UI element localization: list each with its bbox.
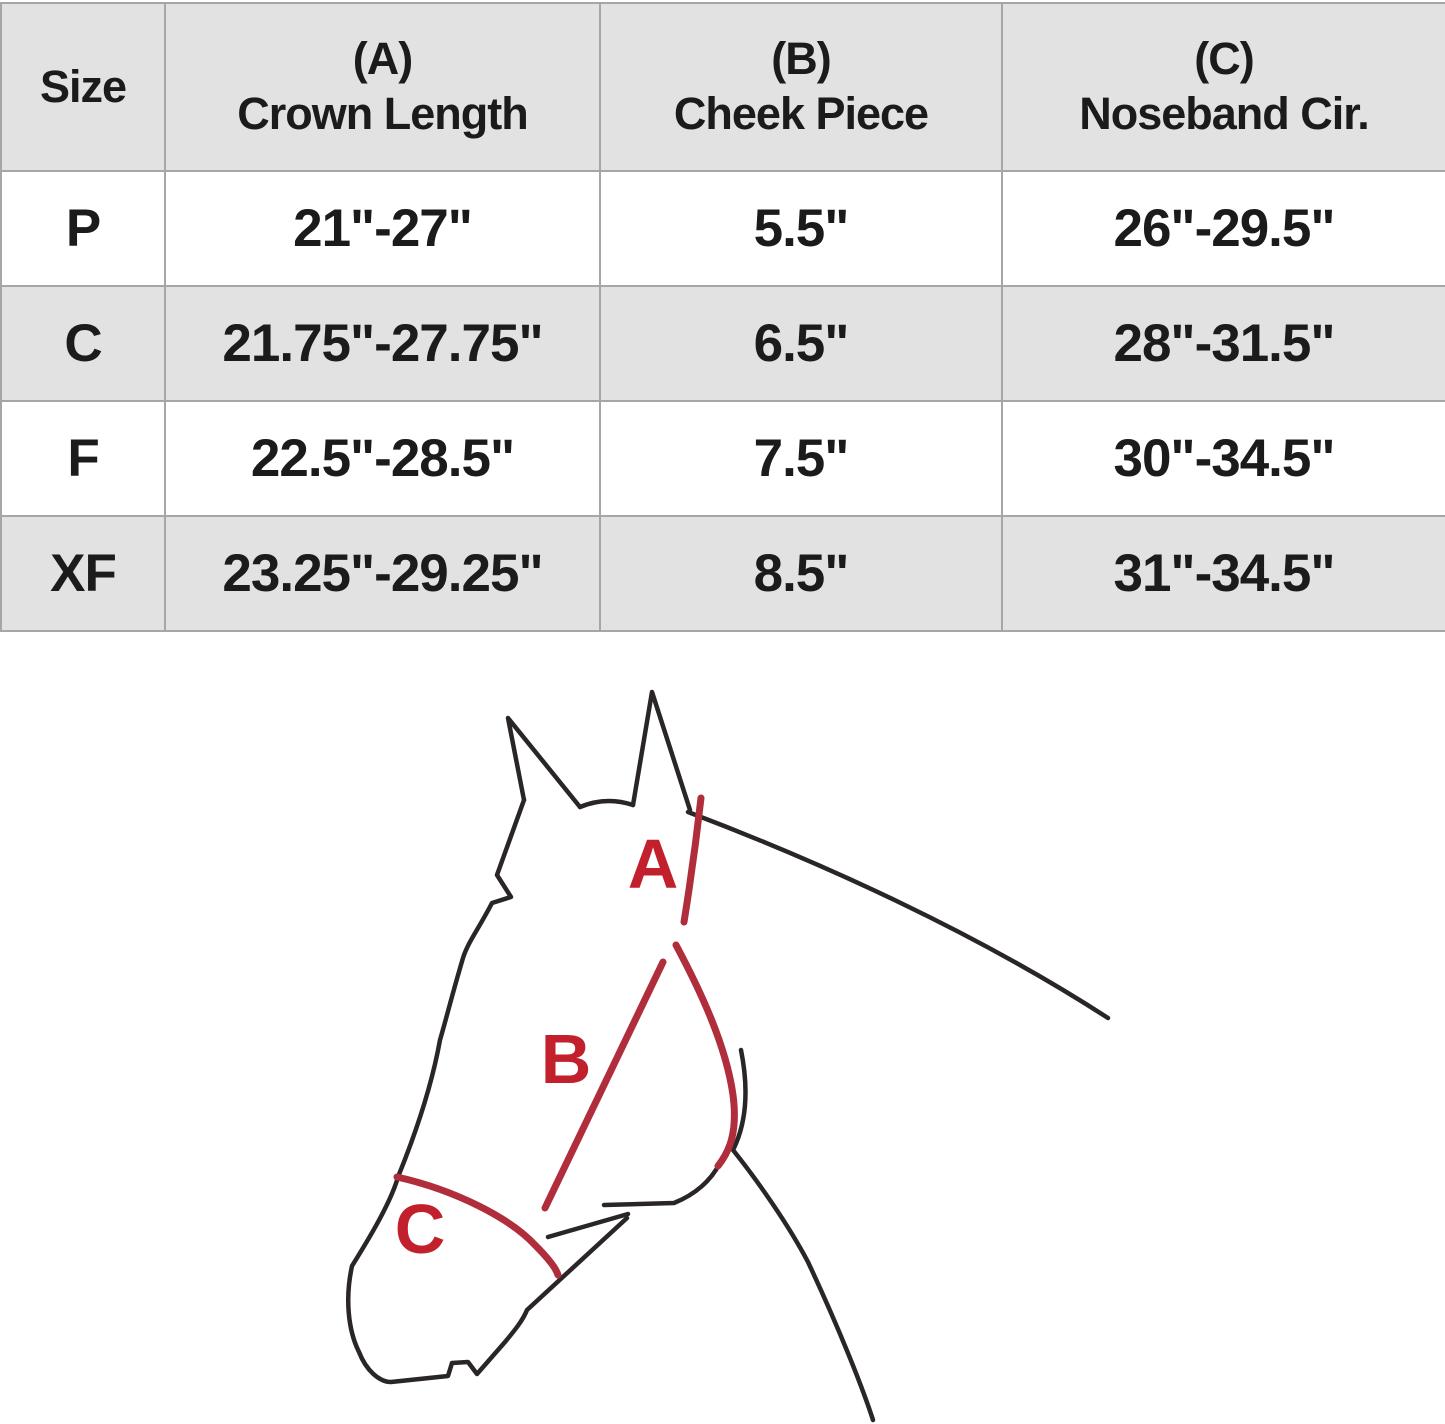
header-noseband: (C) Noseband Cir. (1001, 2, 1445, 172)
size-cell: F (0, 400, 166, 517)
table-header-row: Size (A) Crown Length (B) Cheek Piece (C… (0, 2, 1445, 172)
header-crown-length-label: Crown Length (237, 88, 528, 139)
header-crown-length-code: (A) (352, 33, 413, 85)
label-a-crown: A (628, 825, 679, 903)
table-row: XF 23.25"-29.25" 8.5" 31"-34.5" (0, 515, 1445, 632)
horse-face-and-muzzle (346, 797, 630, 1385)
table-row: C 21.75"-27.75" 6.5" 28"-31.5" (0, 285, 1445, 402)
header-noseband-label: Noseband Cir. (1079, 88, 1370, 139)
crown-length-cell: 21"-27" (164, 170, 601, 287)
horse-halter-diagram: A B C (0, 630, 1445, 1424)
horse-chin-groove (601, 1160, 723, 1208)
cheek-piece-cell: 6.5" (599, 285, 1003, 402)
noseband-cir-cell: 28"-31.5" (1001, 285, 1445, 402)
header-size: Size (0, 2, 166, 172)
cheek-piece-cell: 7.5" (599, 400, 1003, 517)
header-cheek-piece: (B) Cheek Piece (599, 2, 1003, 172)
horse-poll (577, 798, 636, 810)
halter-cheek-piece-strap (541, 958, 667, 1212)
label-b-cheek: B (541, 1020, 592, 1098)
halter-cheek-curve-strap (672, 941, 738, 1170)
header-noseband-code: (C) (1194, 33, 1254, 85)
crown-length-cell: 23.25"-29.25" (164, 515, 601, 632)
header-cheek-piece-code: (B) (771, 33, 831, 85)
size-cell: C (0, 285, 166, 402)
horse-jowl-and-chest-line (730, 1047, 876, 1423)
noseband-cir-cell: 31"-34.5" (1001, 515, 1445, 632)
size-cell: XF (0, 515, 166, 632)
header-cheek-piece-label: Cheek Piece (673, 88, 929, 139)
size-cell: P (0, 170, 166, 287)
table-row: F 22.5"-28.5" 7.5" 30"-34.5" (0, 400, 1445, 517)
noseband-cir-cell: 26"-29.5" (1001, 170, 1445, 287)
crown-length-cell: 21.75"-27.75" (164, 285, 601, 402)
horse-mouth-line (545, 1211, 631, 1240)
halter-crown-strap (680, 794, 705, 926)
horse-right-ear (630, 689, 693, 813)
halter-noseband-strap (393, 1173, 562, 1279)
cheek-piece-cell: 5.5" (599, 170, 1003, 287)
crown-length-cell: 22.5"-28.5" (164, 400, 601, 517)
table-row: P 21"-27" 5.5" 26"-29.5" (0, 170, 1445, 287)
cheek-piece-cell: 8.5" (599, 515, 1003, 632)
noseband-cir-cell: 30"-34.5" (1001, 400, 1445, 517)
label-c-noseband: C (395, 1190, 446, 1268)
horse-head-drawing: A B C (346, 689, 1111, 1423)
horse-left-ear (505, 715, 583, 810)
horse-neck-top-line (685, 809, 1111, 1021)
halter-size-table: Size (A) Crown Length (B) Cheek Piece (C… (0, 2, 1445, 632)
header-crown-length: (A) Crown Length (164, 2, 601, 172)
